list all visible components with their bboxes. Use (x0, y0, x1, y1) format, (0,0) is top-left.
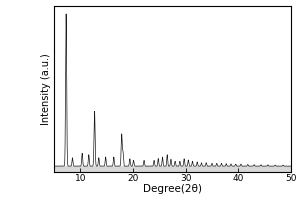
Bar (54, 166, 291, 172)
Y-axis label: Intensity (a.u.): Intensity (a.u.) (41, 53, 51, 125)
X-axis label: Degree(2θ): Degree(2θ) (143, 184, 202, 194)
